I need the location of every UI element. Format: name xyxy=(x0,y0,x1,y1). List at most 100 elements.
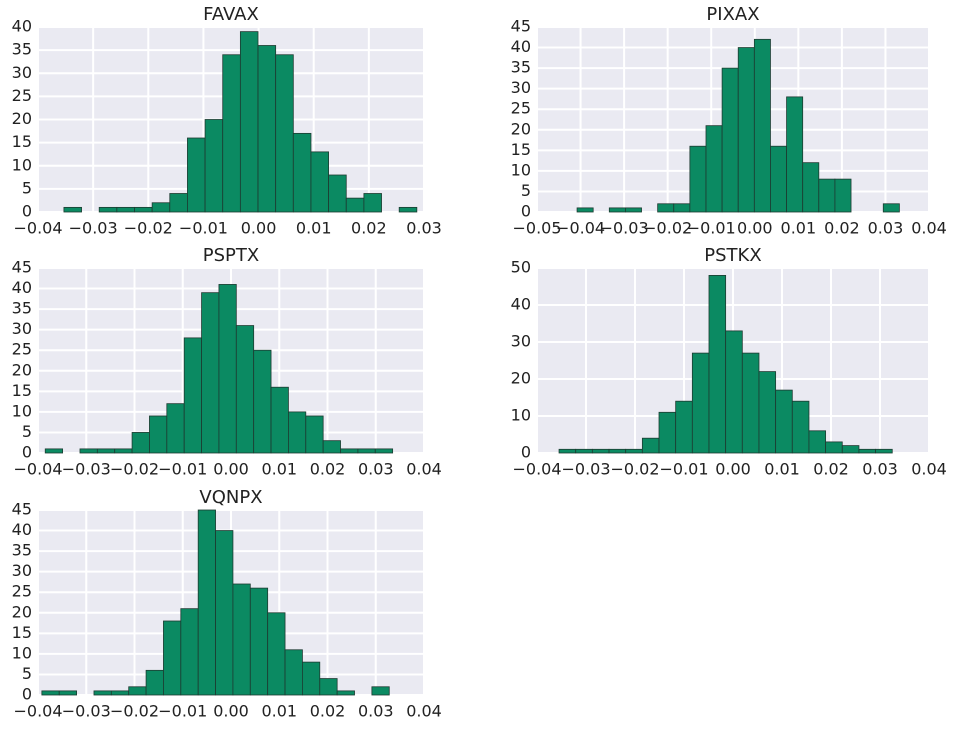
y-tick-label: 35 xyxy=(12,299,32,318)
bar xyxy=(657,203,675,213)
y-tick-label: 10 xyxy=(511,406,531,425)
bar xyxy=(116,206,135,213)
bar xyxy=(322,440,341,454)
bar xyxy=(197,509,216,696)
x-tick-label: −0.04 xyxy=(556,219,605,238)
bar xyxy=(201,292,220,454)
x-tick-label: 0.01 xyxy=(764,460,800,479)
y-tick-label: 50 xyxy=(511,258,531,277)
bar xyxy=(818,178,836,213)
bar xyxy=(187,137,206,213)
y-tick-label: 15 xyxy=(12,623,32,642)
bar xyxy=(114,448,133,454)
y-tick-label: 10 xyxy=(511,160,531,179)
x-tick-label: 0.00 xyxy=(737,219,773,238)
y-tick-label: 5 xyxy=(521,181,531,200)
bar xyxy=(292,132,312,213)
bar xyxy=(257,45,277,213)
x-tick-label: −0.04 xyxy=(512,460,561,479)
x-tick-label: −0.03 xyxy=(600,219,649,238)
chart-title: VQNPX xyxy=(199,487,262,508)
x-tick-label: 0.03 xyxy=(358,702,394,721)
x-tick-label: 0.01 xyxy=(296,219,332,238)
bar xyxy=(232,583,251,696)
x-tick-label: −0.03 xyxy=(62,702,111,721)
x-tick-label: 0.01 xyxy=(261,702,297,721)
bar xyxy=(288,411,307,454)
x-tick-label: −0.01 xyxy=(158,460,207,479)
bar xyxy=(340,448,359,454)
x-tick-label: 0.00 xyxy=(715,460,751,479)
x-tick-label: −0.01 xyxy=(158,702,207,721)
bar xyxy=(371,686,390,696)
bar xyxy=(93,690,112,696)
y-tick-label: 15 xyxy=(12,381,32,400)
x-tick-label: 0.03 xyxy=(862,460,898,479)
x-tick-label: −0.01 xyxy=(659,460,708,479)
bar xyxy=(253,349,272,454)
bar xyxy=(808,430,827,454)
bar xyxy=(770,145,787,213)
bar xyxy=(149,415,168,454)
bar xyxy=(270,386,289,454)
y-tick-label: 40 xyxy=(511,37,531,56)
bar xyxy=(882,203,900,213)
bar xyxy=(658,411,677,454)
bar xyxy=(79,448,98,454)
bar xyxy=(625,207,642,213)
x-tick-label: −0.02 xyxy=(110,702,159,721)
bar xyxy=(98,206,118,213)
y-tick-label: 20 xyxy=(511,369,531,388)
bar xyxy=(163,620,182,696)
bar xyxy=(791,400,810,454)
bar xyxy=(310,151,330,213)
x-tick-label: −0.02 xyxy=(610,460,659,479)
y-tick-label: 30 xyxy=(511,332,531,351)
bar xyxy=(374,448,394,454)
y-tick-label: 10 xyxy=(12,401,32,420)
x-tick-label: 0.04 xyxy=(406,702,442,721)
bar xyxy=(96,448,116,454)
y-tick-label: 20 xyxy=(511,119,531,138)
bar xyxy=(41,690,60,696)
bar xyxy=(398,206,418,213)
y-tick-label: 10 xyxy=(12,155,32,174)
bar xyxy=(608,448,627,454)
y-tick-label: 30 xyxy=(511,78,531,97)
bar xyxy=(44,448,64,454)
x-tick-label: 0.02 xyxy=(351,219,387,238)
bar xyxy=(63,206,82,213)
y-tick-label: 35 xyxy=(511,58,531,77)
y-tick-label: 15 xyxy=(511,140,531,159)
x-tick-label: 0.02 xyxy=(813,460,849,479)
y-tick-label: 0 xyxy=(521,443,531,462)
chart-title: PSTKX xyxy=(704,245,761,266)
y-tick-label: 0 xyxy=(521,202,531,221)
bar xyxy=(239,31,259,213)
y-tick-label: 15 xyxy=(12,132,32,151)
bar xyxy=(558,448,577,454)
chart-title: PSPTX xyxy=(203,245,259,266)
x-tick-label: 0.01 xyxy=(261,460,297,479)
bar xyxy=(802,162,820,213)
x-tick-label: −0.01 xyxy=(687,219,736,238)
bar xyxy=(363,193,382,213)
bar xyxy=(328,174,347,213)
bar xyxy=(625,448,643,454)
y-tick-label: 40 xyxy=(12,520,32,539)
y-tick-label: 35 xyxy=(12,541,32,560)
x-tick-label: −0.03 xyxy=(561,460,610,479)
bar xyxy=(249,587,269,696)
y-tick-label: 25 xyxy=(511,99,531,118)
bar xyxy=(721,67,739,213)
x-tick-label: 0.03 xyxy=(868,219,904,238)
chart-title: FAVAX xyxy=(203,4,259,25)
bar xyxy=(151,202,171,213)
x-tick-label: −0.04 xyxy=(13,460,62,479)
bar xyxy=(641,437,660,454)
bar xyxy=(834,178,852,213)
bar xyxy=(825,441,843,454)
x-tick-label: 0.04 xyxy=(406,460,442,479)
x-tick-label: 0.00 xyxy=(213,702,249,721)
